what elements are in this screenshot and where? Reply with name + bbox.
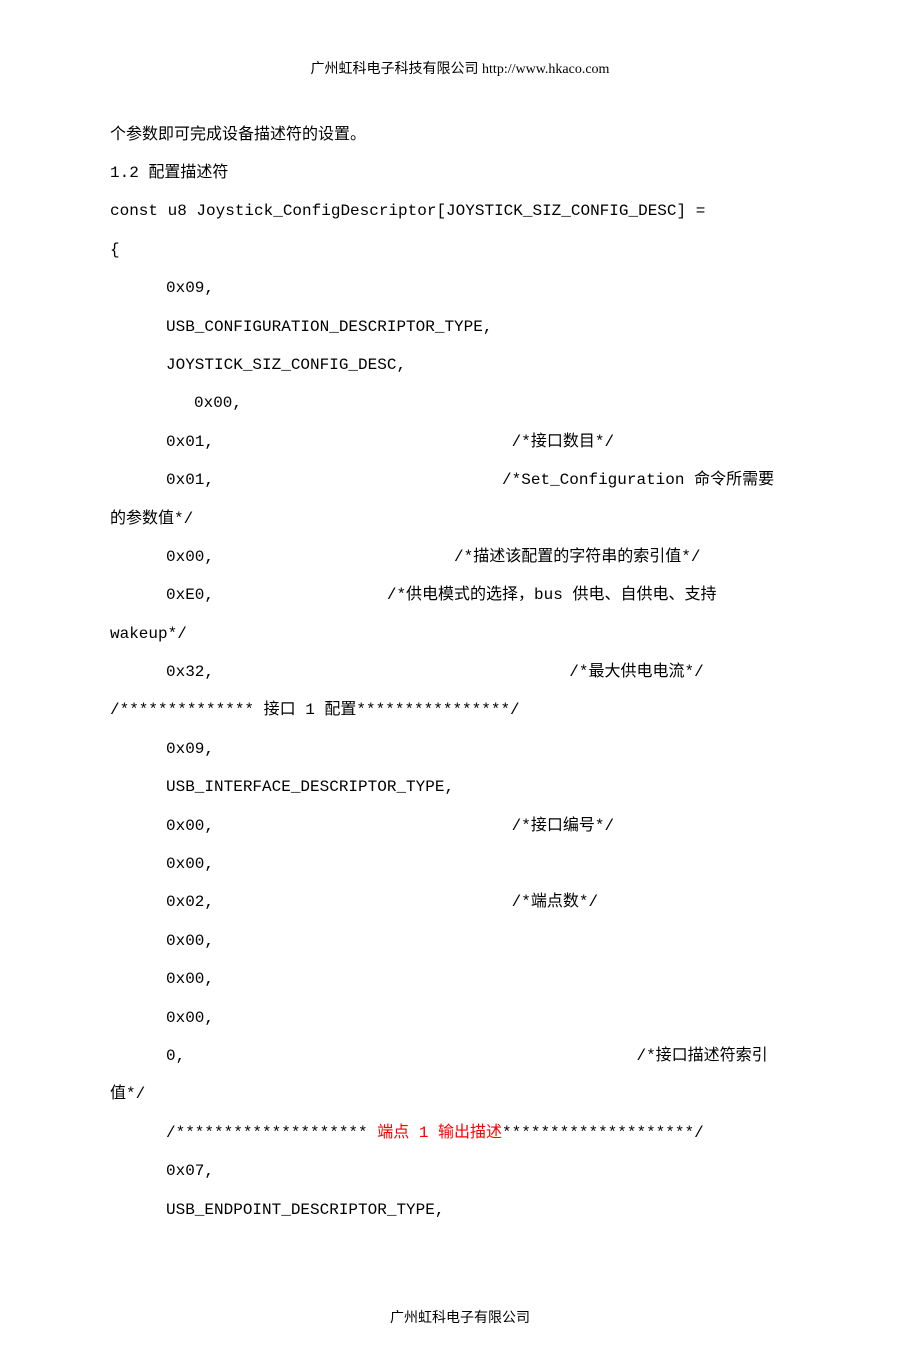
- text-span: 0x01, /*Set_Configuration 命令所需要: [166, 471, 774, 489]
- text-span: 0x00,: [166, 932, 214, 950]
- text-span: 0x00,: [166, 970, 214, 988]
- code-line: 0x00,: [110, 384, 810, 422]
- code-line: 0x32, /*最大供电电流*/: [110, 653, 810, 691]
- text-span: 端点 1 输出描述: [377, 1124, 502, 1142]
- text-span: 0x01, /*接口数目*/: [166, 433, 614, 451]
- code-line: 0x00,: [110, 999, 810, 1037]
- text-span: wakeup*/: [110, 625, 187, 643]
- page-footer: 广州虹科电子有限公司: [110, 1309, 810, 1329]
- code-line: 0x01, /*Set_Configuration 命令所需要: [110, 461, 810, 499]
- code-line: const u8 Joystick_ConfigDescriptor[JOYST…: [110, 192, 810, 230]
- code-line: 0x09,: [110, 730, 810, 768]
- code-line: JOYSTICK_SIZ_CONFIG_DESC,: [110, 346, 810, 384]
- page-header: 广州虹科电子科技有限公司 http://www.hkaco.com: [110, 60, 810, 80]
- code-line: 的参数值*/: [110, 500, 810, 538]
- text-span: 的参数值*/: [110, 510, 193, 528]
- text-span: 0x00, /*接口编号*/: [166, 817, 614, 835]
- code-line: 1.2 配置描述符: [110, 154, 810, 192]
- text-span: 0x07,: [166, 1162, 214, 1180]
- text-span: 0x00, /*描述该配置的字符串的索引值*/: [166, 548, 700, 566]
- text-span: 0, /*接口描述符索引: [166, 1047, 768, 1065]
- text-span: /************** 接口 1 配置****************/: [110, 701, 520, 719]
- code-line: 0x01, /*接口数目*/: [110, 423, 810, 461]
- code-line: wakeup*/: [110, 615, 810, 653]
- text-span: 0x00,: [166, 1009, 214, 1027]
- code-line: USB_CONFIGURATION_DESCRIPTOR_TYPE,: [110, 308, 810, 346]
- code-line: USB_ENDPOINT_DESCRIPTOR_TYPE,: [110, 1191, 810, 1229]
- code-line: 0x00,: [110, 922, 810, 960]
- text-span: USB_ENDPOINT_DESCRIPTOR_TYPE,: [166, 1201, 444, 1219]
- text-span: JOYSTICK_SIZ_CONFIG_DESC,: [166, 356, 406, 374]
- text-span: USB_CONFIGURATION_DESCRIPTOR_TYPE,: [166, 318, 492, 336]
- code-line: 0x00,: [110, 960, 810, 998]
- text-span: 0xE0, /*供电模式的选择，bus 供电、自供电、支持: [166, 586, 716, 604]
- text-span: 0x09,: [166, 279, 214, 297]
- text-span: 0x00,: [194, 394, 242, 412]
- text-span: 值*/: [110, 1085, 145, 1103]
- code-line: 0xE0, /*供电模式的选择，bus 供电、自供电、支持: [110, 576, 810, 614]
- code-line: {: [110, 231, 810, 269]
- text-span: 0x09,: [166, 740, 214, 758]
- code-line: 0x09,: [110, 269, 810, 307]
- text-span: 0x02, /*端点数*/: [166, 893, 598, 911]
- code-line: 0x02, /*端点数*/: [110, 883, 810, 921]
- text-span: 个参数即可完成设备描述符的设置。: [110, 126, 366, 144]
- code-line: 0x00, /*描述该配置的字符串的索引值*/: [110, 538, 810, 576]
- text-span: const u8 Joystick_ConfigDescriptor[JOYST…: [110, 202, 705, 220]
- text-span: 0x00,: [166, 855, 214, 873]
- document-page: 广州虹科电子科技有限公司 http://www.hkaco.com 个参数即可完…: [0, 0, 920, 1369]
- code-line: USB_INTERFACE_DESCRIPTOR_TYPE,: [110, 768, 810, 806]
- code-line: 值*/: [110, 1075, 810, 1113]
- text-span: USB_INTERFACE_DESCRIPTOR_TYPE,: [166, 778, 454, 796]
- text-span: 0x32, /*最大供电电流*/: [166, 663, 704, 681]
- code-line: 0x00, /*接口编号*/: [110, 807, 810, 845]
- code-line: 0x00,: [110, 845, 810, 883]
- text-span: ********************/: [502, 1124, 704, 1142]
- text-span: /********************: [166, 1124, 377, 1142]
- code-line: 0, /*接口描述符索引: [110, 1037, 810, 1075]
- code-line: /******************** 端点 1 输出描述*********…: [110, 1114, 810, 1152]
- code-line: 个参数即可完成设备描述符的设置。: [110, 116, 810, 154]
- code-line: /************** 接口 1 配置****************/: [110, 691, 810, 729]
- code-line: 0x07,: [110, 1152, 810, 1190]
- document-body: 个参数即可完成设备描述符的设置。 1.2 配置描述符 const u8 Joysti…: [110, 116, 810, 1229]
- text-span: {: [110, 241, 120, 259]
- text-span: 1.2 配置描述符: [110, 164, 228, 182]
